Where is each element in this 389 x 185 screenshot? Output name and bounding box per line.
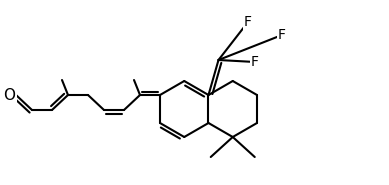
Text: O: O xyxy=(3,88,15,102)
Text: F: F xyxy=(251,55,259,69)
Text: F: F xyxy=(278,28,286,42)
Text: F: F xyxy=(244,15,252,29)
